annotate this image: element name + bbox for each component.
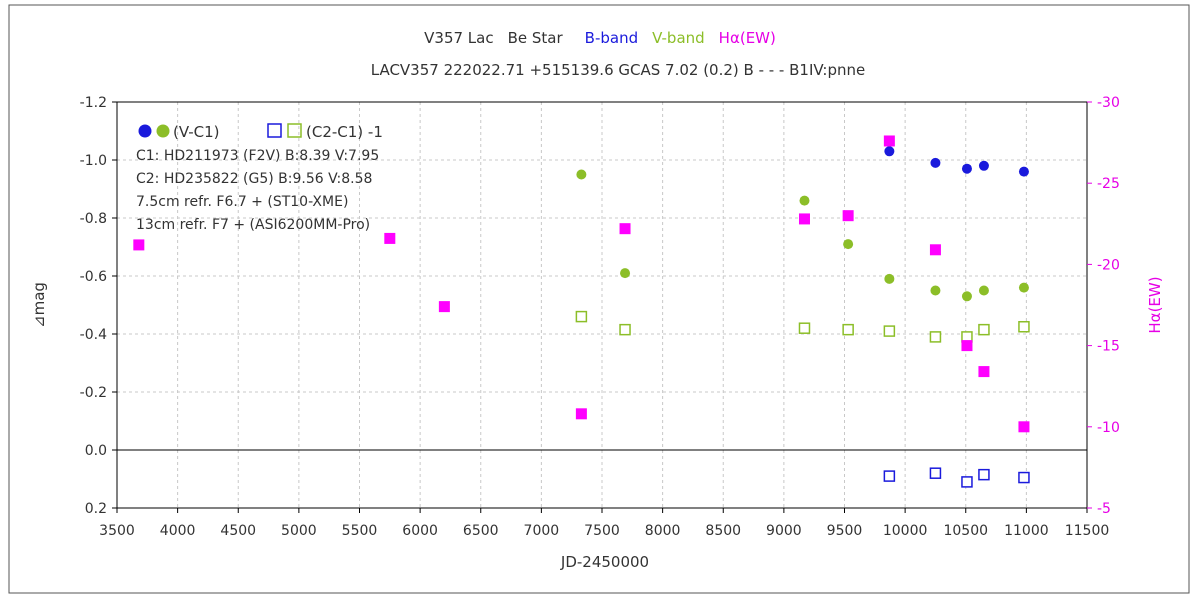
y-axis-label: ⊿mag — [30, 282, 48, 328]
marker-h-ew-3 — [575, 408, 587, 420]
marker-v-band-c2-c1-1-5 — [929, 331, 942, 343]
marker-v-band-v-c1-3 — [843, 239, 854, 250]
marker-h-ew-0 — [133, 239, 145, 251]
marker-v-band-v-c1-5 — [930, 285, 941, 296]
x-tick-label: 10000 — [883, 523, 928, 539]
marker-v-band-v-c1-7 — [978, 285, 989, 296]
marker-v-band-c2-c1-1-7 — [978, 323, 990, 336]
x-tick-label: 7500 — [584, 523, 620, 539]
y2-tick-label: -25 — [1097, 176, 1120, 192]
marker-h-ew-7 — [883, 135, 895, 147]
legend-line-c1: C1: HD211973 (F2V) B:8.39 V:7.95 — [136, 148, 379, 164]
y-tick-label: -1.2 — [80, 95, 107, 111]
x-tick-label: 11500 — [1065, 523, 1110, 539]
x-tick-label: 10500 — [943, 523, 988, 539]
marker-h-ew-10 — [978, 366, 990, 378]
x-tick-label: 6500 — [463, 523, 499, 539]
title-part-3: V-band — [652, 29, 705, 47]
chart-frame — [8, 4, 1190, 594]
y2-tick-label: -20 — [1097, 257, 1120, 273]
y-tick-label: -0.6 — [80, 269, 107, 285]
x-tick-label: 6000 — [402, 523, 438, 539]
x-tick-label: 5000 — [281, 523, 317, 539]
legend-v-filled-marker — [156, 124, 170, 138]
marker-b-band-v-c1-4 — [1018, 166, 1029, 177]
legend-b-filled-marker — [138, 124, 152, 138]
y-tick-label: -0.2 — [80, 385, 107, 401]
y2-axis-ticks: -30 -25 -20 -15 -10 -5 — [1087, 95, 1120, 517]
chart-title: V357 Lac Be Star B-band V-band Hα(EW) — [424, 29, 776, 47]
x-axis-label: JD-2450000 — [560, 553, 649, 571]
legend-b-open-marker — [267, 123, 282, 138]
marker-v-band-v-c1-0 — [576, 169, 587, 180]
marker-b-band-v-c1-1 — [930, 157, 941, 168]
marker-b-band-c2-c1-1-4 — [1018, 471, 1030, 484]
marker-v-band-c2-c1-1-3 — [842, 323, 854, 336]
x-tick-label: 8500 — [705, 523, 741, 539]
marker-b-band-c2-c1-1-1 — [929, 467, 942, 479]
y2-axis-label: Hα(EW) — [1146, 276, 1164, 333]
y2-tick-label: -30 — [1097, 95, 1120, 111]
marker-b-band-c2-c1-1-2 — [961, 476, 973, 488]
marker-v-band-v-c1-2 — [799, 195, 810, 206]
marker-v-band-v-c1-4 — [884, 273, 895, 284]
marker-h-ew-4 — [619, 223, 631, 235]
legend: (V-C1) (C2-C1) -1 C1: HD211973 (F2V) B:8… — [136, 123, 383, 233]
data-series — [133, 135, 1030, 488]
marker-b-band-c2-c1-1-3 — [978, 468, 990, 481]
title-part-0: V357 Lac — [424, 29, 493, 47]
title-part-4: Hα(EW) — [719, 29, 776, 47]
x-tick-label: 4500 — [220, 523, 256, 539]
marker-b-band-v-c1-3 — [978, 160, 989, 171]
x-tick-label: 9500 — [827, 523, 863, 539]
y-tick-label: -0.4 — [80, 327, 107, 343]
marker-v-band-v-c1-6 — [961, 291, 972, 302]
grid-lines — [117, 102, 1087, 508]
marker-h-ew-9 — [961, 340, 973, 352]
x-tick-label: 8000 — [645, 523, 681, 539]
marker-v-band-c2-c1-1-0 — [575, 310, 588, 323]
y-tick-label: -0.8 — [80, 211, 107, 227]
x-axis-ticks: 3500 4000 4500 5000 5500 6000 6500 7000 7500 8000… — [99, 508, 1109, 539]
marker-h-ew-2 — [438, 301, 450, 313]
marker-v-band-c2-c1-1-2 — [798, 322, 811, 334]
y-axis-ticks: -1.2 -1.0 -0.8 -0.6 -0.4 -0.2 0.0 0.2 — [80, 95, 117, 517]
x-tick-label: 4000 — [160, 523, 196, 539]
x-tick-label: 5500 — [342, 523, 378, 539]
y2-tick-label: -5 — [1097, 501, 1111, 517]
marker-v-band-c2-c1-1-8 — [1018, 321, 1030, 333]
y-tick-label: 0.0 — [85, 443, 107, 459]
x-tick-label: 9000 — [766, 523, 802, 539]
marker-h-ew-11 — [1018, 421, 1030, 433]
y2-tick-label: -15 — [1097, 339, 1120, 355]
marker-h-ew-5 — [798, 213, 810, 225]
y2-tick-label: -10 — [1097, 420, 1120, 436]
marker-b-band-v-c1-0 — [884, 146, 895, 157]
legend-open-label: (C2-C1) -1 — [306, 123, 383, 141]
title-part-1: Be Star — [508, 29, 564, 47]
marker-h-ew-6 — [842, 210, 854, 222]
legend-v-open-marker — [287, 123, 302, 138]
legend-filled-label: (V-C1) — [173, 123, 220, 141]
y-tick-label: 0.2 — [85, 501, 107, 517]
y-tick-label: -1.0 — [80, 153, 107, 169]
x-tick-label: 7000 — [524, 523, 560, 539]
marker-v-band-v-c1-8 — [1018, 282, 1029, 293]
legend-line-instrument-1: 7.5cm refr. F6.7 + (ST10-XME) — [136, 194, 348, 210]
legend-line-instrument-2: 13cm refr. F7 + (ASI6200MM-Pro) — [136, 217, 370, 233]
x-tick-label: 11000 — [1004, 523, 1049, 539]
marker-v-band-c2-c1-1-1 — [619, 323, 631, 336]
marker-b-band-v-c1-2 — [961, 163, 972, 174]
x-tick-label: 3500 — [99, 523, 135, 539]
marker-v-band-v-c1-1 — [620, 268, 631, 279]
chart-subtitle: LACV357 222022.71 +515139.6 GCAS 7.02 (0… — [371, 61, 865, 79]
title-part-2: B-band — [585, 29, 638, 47]
marker-h-ew-1 — [384, 232, 396, 244]
marker-h-ew-8 — [929, 244, 941, 256]
legend-line-c2: C2: HD235822 (G5) B:9.56 V:8.58 — [136, 171, 372, 187]
marker-v-band-c2-c1-1-4 — [883, 325, 896, 337]
marker-b-band-c2-c1-1-0 — [883, 470, 896, 482]
